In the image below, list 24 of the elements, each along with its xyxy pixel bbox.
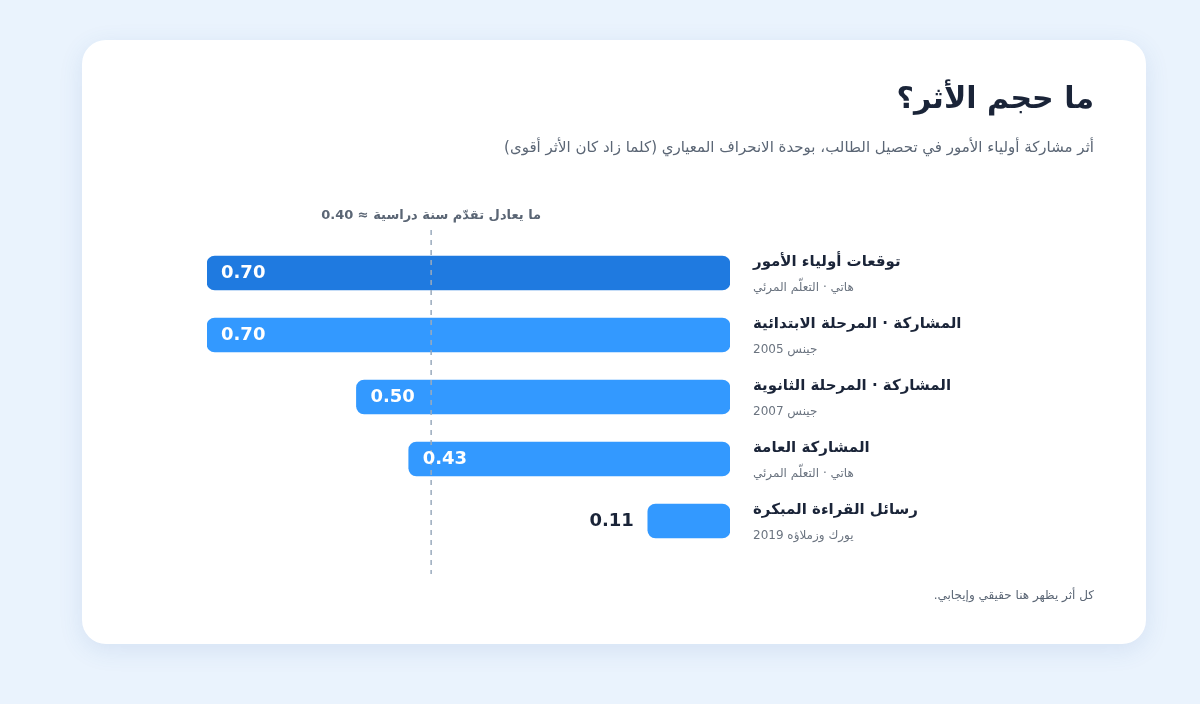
ref-line-label: 0.40 ≈ ما يعادل تقدّم سنة دراسية	[321, 207, 542, 224]
text: يورك وزملاؤه 2019	[753, 528, 854, 544]
y-tick-label: المشاركة · المرحلة الثانوية	[753, 375, 952, 394]
text: ما حجم الأثر؟	[896, 80, 1094, 115]
data-label: 0.70	[221, 260, 266, 282]
bar	[207, 255, 730, 291]
text: جينس 2005	[753, 342, 818, 358]
bar	[207, 317, 730, 353]
y-tick-label: المشاركة · المرحلة الابتدائية	[753, 313, 962, 332]
text: كل أثر يظهر هنا حقيقي وإيجابي.	[933, 588, 1094, 602]
data-label: 0.70	[221, 322, 266, 344]
bar	[647, 503, 730, 539]
y-tick-label: المشاركة العامة	[753, 437, 870, 456]
text: هاتي · التعلّم المرئي	[753, 277, 854, 296]
y-tick-label: توقعات أولياء الأمور	[752, 250, 901, 270]
data-label: 0.43	[422, 446, 468, 468]
text: أثر مشاركة أولياء الأمور في تحصيل الطالب، بوحدة الانحراف المعياري (كلما زاد كان الأثر أقوى)	[504, 138, 1094, 156]
bar	[356, 379, 730, 415]
data-label: 0.11	[589, 508, 634, 530]
y-tick-label: رسائل القراءة المبكرة	[753, 499, 918, 518]
data-label: 0.50	[370, 384, 415, 406]
bar	[408, 441, 730, 477]
text: هاتي · التعلّم المرئي	[753, 463, 854, 482]
text: جينس 2007	[753, 404, 818, 420]
